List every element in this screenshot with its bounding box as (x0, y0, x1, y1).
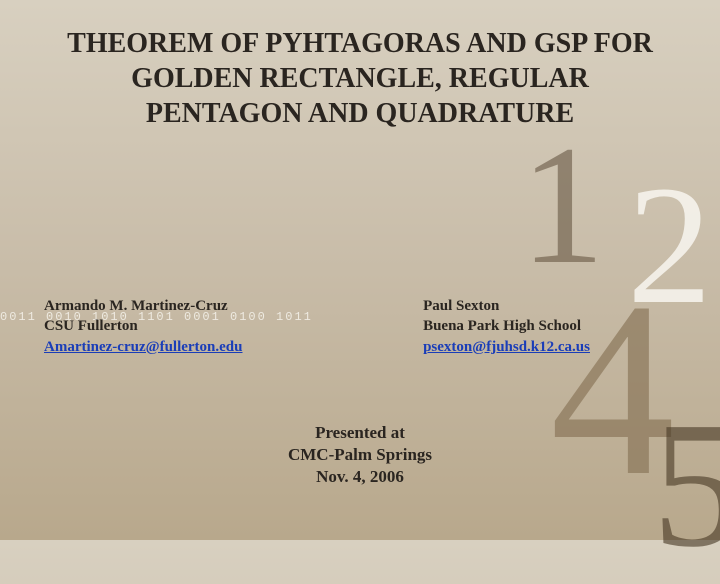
author-left-affiliation: CSU Fullerton (44, 316, 243, 336)
author-left-email-link[interactable]: Amartinez-cruz@fullerton.edu (44, 339, 243, 355)
presented-block: Presented at CMC-Palm Springs Nov. 4, 20… (0, 422, 720, 488)
author-right-affiliation: Buena Park High School (423, 316, 590, 336)
presented-line3: Nov. 4, 2006 (0, 466, 720, 488)
presented-line2: CMC-Palm Springs (0, 444, 720, 466)
slide-title: THEOREM OF PYHTAGORAS AND GSP FOR GOLDEN… (60, 26, 660, 131)
bg-number-2: 2 (627, 160, 712, 330)
author-left-block: Armando M. Martinez-Cruz CSU Fullerton A… (44, 296, 243, 357)
author-right-block: Paul Sexton Buena Park High School psext… (423, 296, 590, 357)
author-right-email-link[interactable]: psexton@fjuhsd.k12.ca.us (423, 339, 590, 355)
author-left-name: Armando M. Martinez-Cruz (44, 296, 243, 316)
author-right-name: Paul Sexton (423, 296, 590, 316)
bg-number-1: 1 (520, 120, 605, 290)
authors-row: Armando M. Martinez-Cruz CSU Fullerton A… (44, 296, 590, 357)
presented-line1: Presented at (0, 422, 720, 444)
